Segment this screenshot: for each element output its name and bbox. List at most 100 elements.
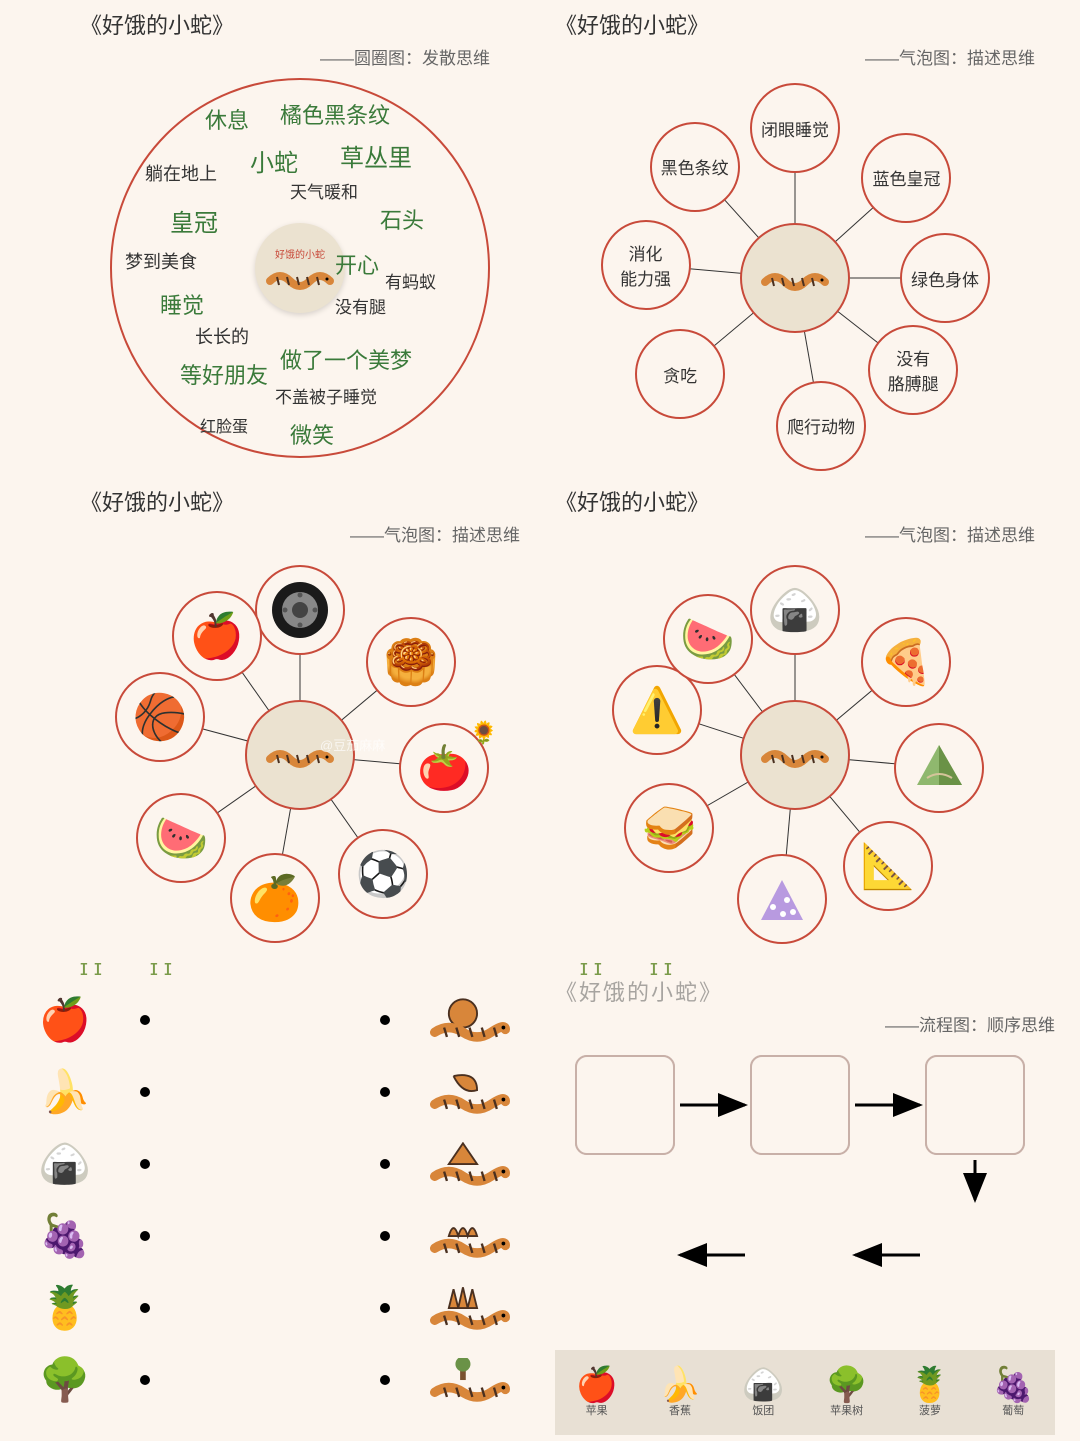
snake-icon (265, 263, 335, 291)
match-row: 🌳 (30, 1345, 510, 1415)
bubble-onigiri: 🍙 (750, 565, 840, 655)
bubble-闭眼睡觉: 闭眼睡觉 (750, 83, 840, 173)
bubble-watermelon-slice: 🍉 (663, 594, 753, 684)
bubble-map-triangle-foods: 《好饿的小蛇》 气泡图：描述思维 🍙🍕📐🥪⚠️🍉 (555, 485, 1035, 546)
center-caption: 好饿的小蛇 (275, 246, 325, 261)
footer-item: 🍎苹果 (575, 1368, 617, 1418)
footer-item: 🍌香蕉 (659, 1368, 701, 1418)
bubble-蓝色皇冠: 蓝色皇冠 (861, 133, 951, 223)
hub-circle (740, 223, 850, 333)
bubble-soccer: ⚽ (338, 829, 428, 919)
bubble-黑色条纹: 黑色条纹 (650, 122, 740, 212)
bubble-apple: 🍎 (172, 591, 262, 681)
match-dot-right (380, 1231, 390, 1241)
match-dot-left (140, 1231, 150, 1241)
scatter-word: 做了一个美梦 (280, 343, 412, 375)
footer-icons: 🍎苹果 🍌香蕉 🍙饭团 🌳苹果树 🍍菠萝 🍇葡萄 (555, 1350, 1055, 1435)
match-row: 🍌 (30, 1057, 510, 1127)
p3-subtitle: 气泡图：描述思维 (80, 521, 520, 546)
bubble-消化 能力强: 消化 能力强 (601, 220, 691, 310)
bubble-没有 胳膊腿: 没有 胳膊腿 (868, 325, 958, 415)
match-right-snake (430, 990, 510, 1050)
match-right-snake (430, 1206, 510, 1266)
scatter-word: 长长的 (195, 323, 249, 349)
bubble-zongzi (894, 723, 984, 813)
bubble-ruler: 📐 (843, 821, 933, 911)
scatter-word: 草丛里 (340, 138, 412, 173)
scatter-word: 开心 (335, 248, 379, 280)
bubble-orange: 🍊 (230, 853, 320, 943)
bubble-pizza: 🍕 (861, 617, 951, 707)
match-dot-left (140, 1375, 150, 1385)
p2-title: 《好饿的小蛇》 (555, 8, 1035, 40)
scatter-word: 休息 (205, 103, 249, 135)
scatter-word: 没有腿 (335, 293, 386, 318)
sunflower-icon: 🌻 (470, 720, 497, 746)
flow-arrows (565, 1055, 1045, 1315)
footer-item: 🌳苹果树 (825, 1368, 867, 1418)
bubble-绿色身体: 绿色身体 (900, 233, 990, 323)
footer-item: 🍍菠萝 (909, 1368, 951, 1418)
scatter-word: 躺在地上 (145, 160, 217, 186)
match-dot-right (380, 1087, 390, 1097)
scatter-word: 红脸蛋 (200, 413, 248, 437)
snake-icon (760, 741, 830, 769)
bubble-map-round-foods: 《好饿的小蛇》 气泡图：描述思维 🥮🍅⚽🍊🍉🏀🍎 🌻 @豆茄麻麻 (80, 485, 520, 546)
footer-item: 🍙饭团 (742, 1368, 784, 1418)
match-dot-left (140, 1015, 150, 1025)
center-badge: 好饿的小蛇 (255, 223, 345, 313)
match-left-item: 🍎 (30, 990, 100, 1050)
match-left-item: 🍇 (30, 1206, 100, 1266)
flowchart-panel: 《好饿的小蛇》 流程图：顺序思维 (555, 975, 1055, 1036)
snake-icon (760, 264, 830, 292)
match-dot-right (380, 1015, 390, 1025)
bubble-container: 闭眼睡觉蓝色皇冠绿色身体没有 胳膊腿爬行动物贪吃 消化 能力强黑色条纹 (555, 78, 1035, 478)
match-dot-left (140, 1087, 150, 1097)
p4-subtitle: 气泡图：描述思维 (555, 521, 1035, 546)
bubble-map-text-panel: 《好饿的小蛇》 气泡图：描述思维 闭眼睡觉蓝色皇冠绿色身体没有 胳膊腿爬行动物贪… (555, 8, 1035, 69)
bubble-mooncake: 🥮 (366, 617, 456, 707)
p1-subtitle: 圆圈图：发散思维 (80, 44, 490, 69)
bubble-爬行动物: 爬行动物 (776, 381, 866, 471)
watermark: @豆茄麻麻 (320, 735, 385, 754)
scatter-word: 梦到美食 (125, 248, 197, 274)
scatter-word: 石头 (380, 203, 424, 235)
footer-label: 苹果树 (825, 1402, 867, 1418)
bubble-watermelon: 🍉 (136, 793, 226, 883)
scatter-word: 不盖被子睡觉 (275, 383, 377, 408)
footer-icon: 🍎 (575, 1368, 617, 1402)
footer-label: 香蕉 (659, 1402, 701, 1418)
match-row: 🍎 (30, 985, 510, 1055)
p2-subtitle: 气泡图：描述思维 (555, 44, 1035, 69)
match-left-item: 🌳 (30, 1350, 100, 1410)
match-right-snake (430, 1278, 510, 1338)
bubble-basketball: 🏀 (115, 672, 205, 762)
scatter-word: 皇冠 (170, 203, 218, 238)
match-right-snake (430, 1134, 510, 1194)
bubble-贪吃: 贪吃 (635, 329, 725, 419)
footer-icon: 🍇 (992, 1368, 1034, 1402)
scatter-word: 等好朋友 (180, 358, 268, 390)
match-dot-left (140, 1159, 150, 1169)
footer-label: 苹果 (575, 1402, 617, 1418)
hub-circle (740, 700, 850, 810)
scatter-word: 睡觉 (160, 288, 204, 320)
scatter-word: 小蛇 (250, 143, 298, 178)
match-row: 🍇 (30, 1201, 510, 1271)
matching-panel: 🍎 🍌 🍙 🍇 🍍 🌳 (30, 975, 510, 1435)
bubble-tire (255, 565, 345, 655)
match-left-item: 🍌 (30, 1062, 100, 1122)
bubble-container: 🍙🍕📐🥪⚠️🍉 (555, 555, 1035, 955)
bubble-sandwich: 🥪 (624, 783, 714, 873)
match-left-item: 🍍 (30, 1278, 100, 1338)
footer-icon: 🌳 (825, 1368, 867, 1402)
flowchart-container (565, 1055, 1045, 1315)
p4-title: 《好饿的小蛇》 (555, 485, 1035, 517)
bubble-container: 🥮🍅⚽🍊🍉🏀🍎 (80, 555, 520, 955)
match-left-item: 🍙 (30, 1134, 100, 1194)
match-right-snake (430, 1350, 510, 1410)
footer-item: 🍇葡萄 (992, 1368, 1034, 1418)
footer-icon: 🍍 (909, 1368, 951, 1402)
match-row: 🍍 (30, 1273, 510, 1343)
match-dot-left (140, 1303, 150, 1313)
